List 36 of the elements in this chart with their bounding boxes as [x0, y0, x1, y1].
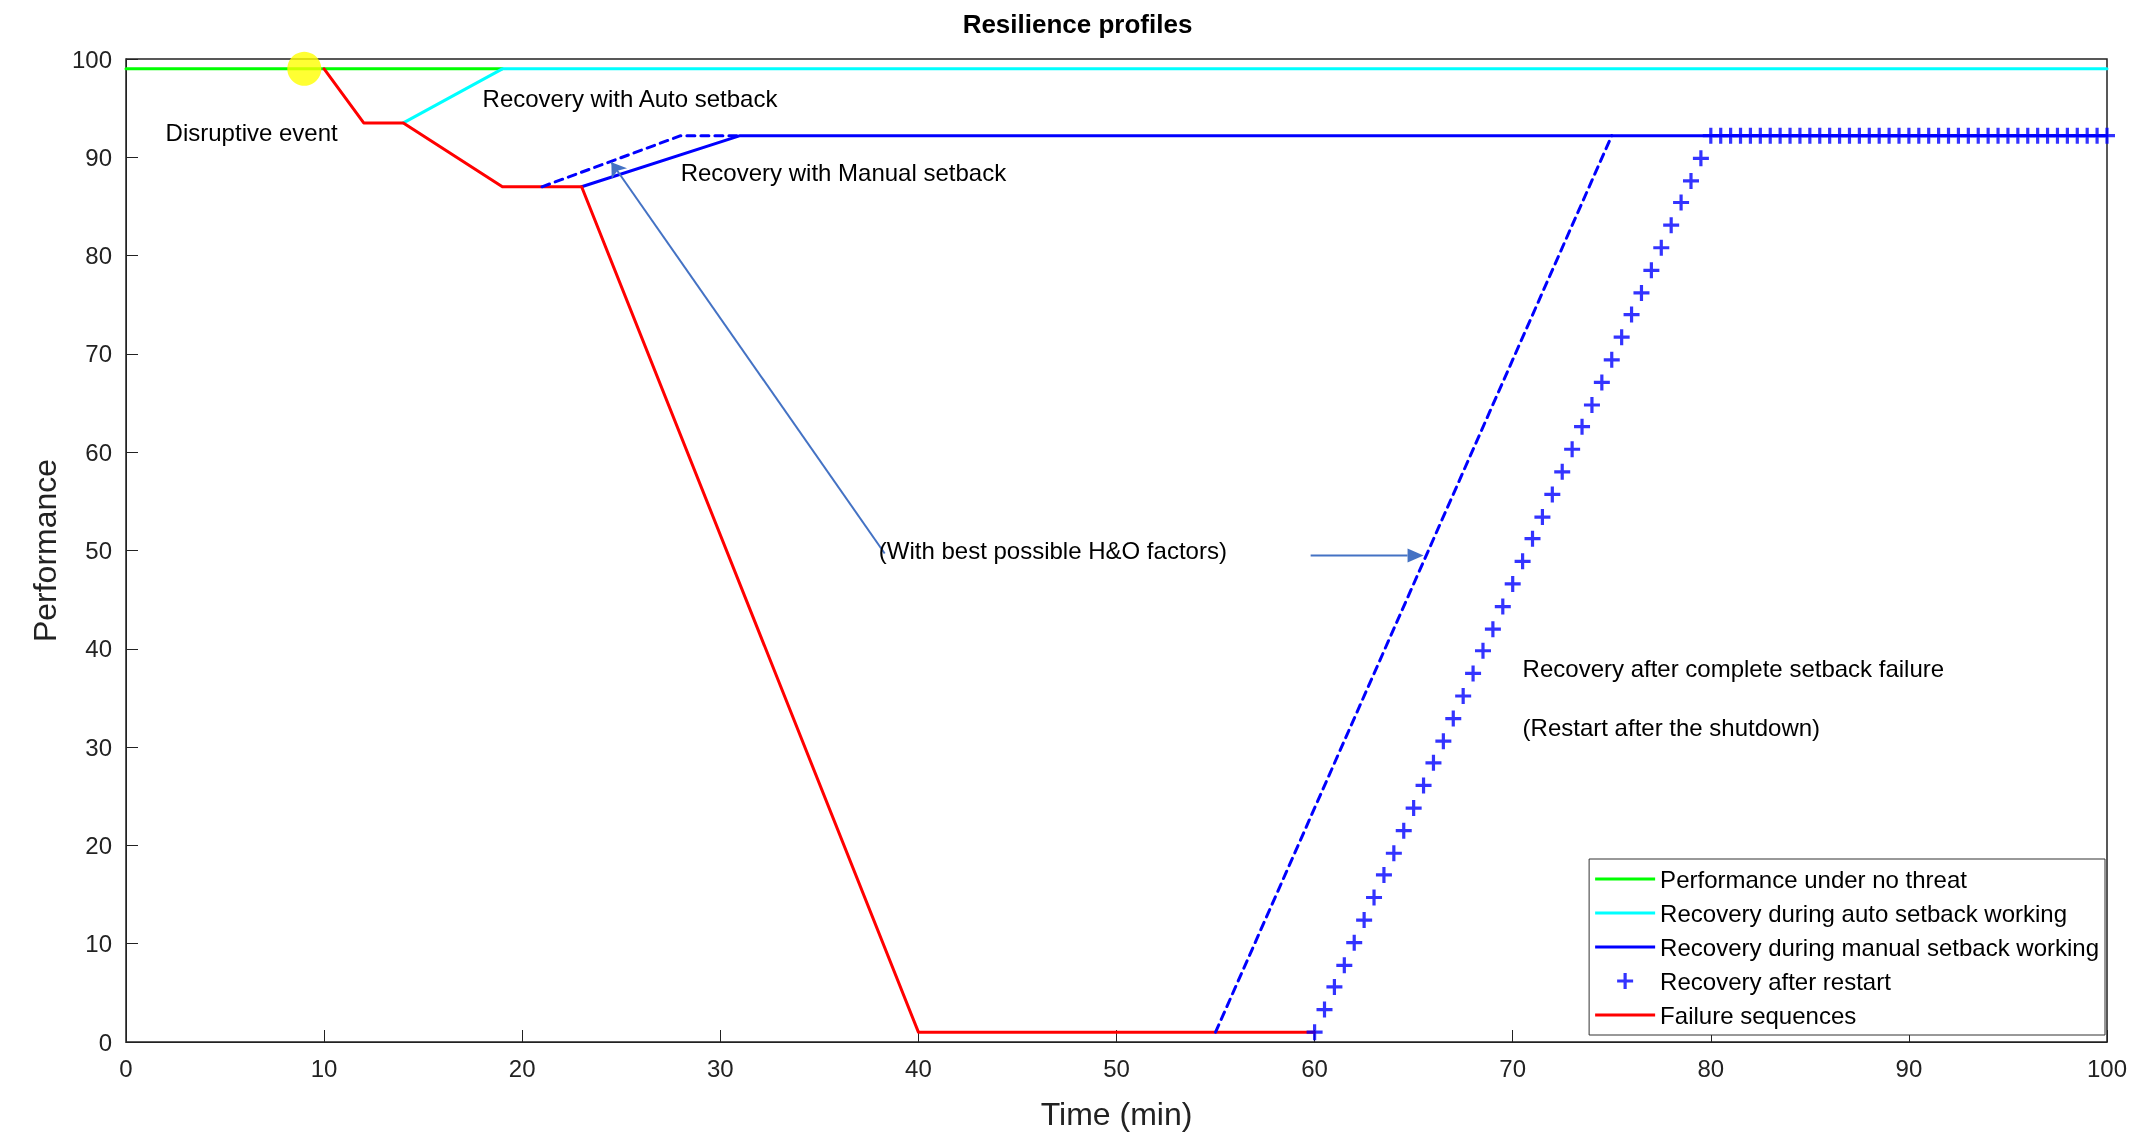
- annotation: Recovery after complete setback failure: [1522, 654, 1945, 682]
- x-tick-label: 40: [905, 1054, 932, 1082]
- y-tick-label: 90: [85, 143, 112, 171]
- x-tick-label: 20: [508, 1054, 536, 1082]
- x-tick-label: 30: [706, 1054, 734, 1082]
- legend-label: Recovery during auto setback working: [1660, 899, 2067, 927]
- y-tick-label: 20: [85, 831, 112, 859]
- chart-title: Resilience profiles: [962, 9, 1193, 39]
- y-tick-label: 0: [98, 1028, 112, 1056]
- annotation: (Restart after the shutdown): [1522, 713, 1821, 741]
- legend-label: Recovery during manual setback working: [1660, 933, 2100, 961]
- x-tick-label: 10: [310, 1054, 338, 1082]
- legend-label: Recovery after restart: [1660, 967, 1892, 995]
- x-axis-title: Time (min): [1040, 1096, 1193, 1132]
- y-tick-label: 80: [85, 242, 112, 270]
- x-tick-label: 50: [1103, 1054, 1130, 1082]
- legend-label: Performance under no threat: [1660, 865, 1968, 893]
- annotation: Disruptive event: [165, 119, 339, 147]
- y-tick-label: 100: [71, 45, 112, 73]
- y-tick-label: 30: [85, 733, 112, 761]
- y-tick-label: 10: [85, 930, 112, 958]
- y-tick-label: 40: [85, 635, 112, 663]
- annotation: Recovery with Auto setback: [482, 84, 779, 112]
- legend-label: Failure sequences: [1660, 1001, 1857, 1029]
- x-tick-label: 80: [1697, 1054, 1725, 1082]
- annotation: (With best possible H&O factors): [878, 537, 1227, 564]
- y-tick-label: 60: [85, 438, 112, 466]
- x-tick-label: 0: [119, 1054, 133, 1082]
- y-axis-title: Performance: [27, 458, 64, 643]
- annotation: Recovery with Manual setback: [680, 158, 1008, 186]
- x-tick-label: 60: [1301, 1054, 1328, 1082]
- x-tick-label: 100: [2086, 1054, 2128, 1082]
- x-tick-label: 90: [1895, 1054, 1923, 1082]
- x-tick-label: 70: [1499, 1054, 1527, 1082]
- y-tick-label: 50: [85, 537, 112, 564]
- y-tick-label: 70: [85, 340, 112, 368]
